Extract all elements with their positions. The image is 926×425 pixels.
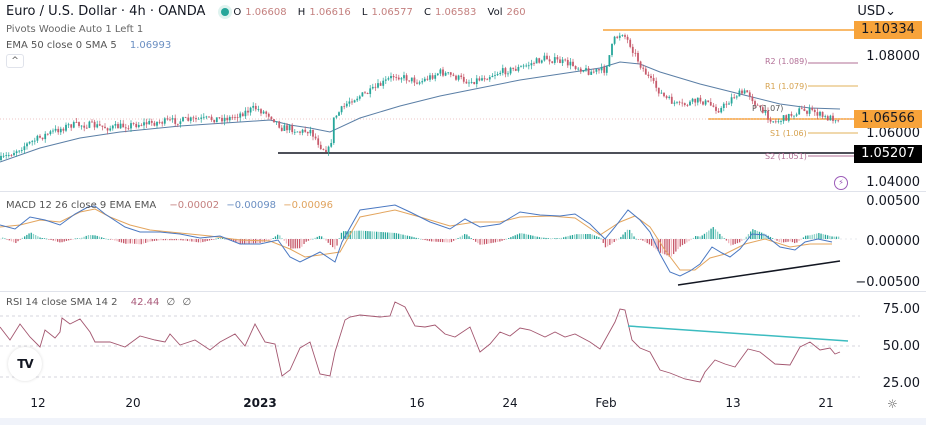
pane-divider[interactable] — [0, 191, 926, 192]
ohlc-l: L 1.06577 — [361, 7, 413, 18]
currency-selector[interactable]: USD⌄ — [857, 4, 896, 19]
rsi-axis-label: 25.00 — [882, 376, 920, 391]
price-axis-label: 1.04000 — [866, 175, 920, 190]
macd-pane[interactable]: MACD 12 26 close 9 EMA EMA −0.00002 −0.0… — [0, 192, 926, 290]
price-legend: Euro / U.S. Dollar · 4h · OANDA O 1.06608 … — [6, 4, 534, 19]
time-axis-label: Feb — [595, 396, 617, 410]
support-level-tag: 1.05207 — [854, 145, 922, 163]
last-price-tag: 1.06566 — [854, 110, 922, 128]
macd-axis-label: 0.00000 — [866, 234, 920, 249]
macd-signal-value: −0.00096 — [283, 200, 333, 211]
macd-axis-label: −0.00500 — [855, 275, 920, 290]
macd-axis-label: 0.00500 — [866, 194, 920, 209]
high-level-tag: 1.10334 — [854, 21, 922, 39]
pivot-r1-label: R1 (1.079) — [765, 82, 808, 91]
ohlc-o: O 1.06608 — [233, 7, 287, 18]
rsi-pane[interactable]: RSI 14 close SMA 14 2 42.44 ∅ ∅ 75.00 50… — [0, 292, 926, 392]
ohlc-h: H 1.06616 — [297, 7, 351, 18]
rsi-chart[interactable] — [0, 292, 926, 392]
tradingview-logo-icon[interactable]: TV — [8, 347, 42, 381]
macd-hist-value: −0.00002 — [169, 200, 220, 211]
volume: Vol 260 — [487, 7, 526, 18]
ema-legend[interactable]: EMA 50 close 0 SMA 5 1.06993 — [6, 40, 172, 51]
macd-line-value: −0.00098 — [226, 200, 277, 211]
rsi-legend[interactable]: RSI 14 close SMA 14 2 42.44 ∅ ∅ — [6, 297, 192, 308]
ohlc-c: C 1.06583 — [424, 7, 477, 18]
chevron-down-icon: ⌄ — [885, 4, 896, 19]
symbol-title[interactable]: Euro / U.S. Dollar · 4h · OANDA — [6, 4, 206, 19]
time-axis-label: 24 — [502, 396, 518, 410]
ema-value: 1.06993 — [129, 40, 172, 51]
time-axis-label: 13 — [725, 396, 741, 410]
price-pane[interactable]: Euro / U.S. Dollar · 4h · OANDA O 1.06608 … — [0, 0, 926, 190]
macd-chart[interactable] — [0, 192, 926, 290]
rsi-value: 42.44 — [130, 297, 160, 308]
collapse-legend-button[interactable]: ^ — [6, 54, 24, 68]
time-axis-label: 16 — [409, 396, 425, 410]
pivots-legend[interactable]: Pivots Woodie Auto 1 Left 1 — [6, 24, 144, 35]
price-axis-label: 1.08000 — [866, 49, 920, 64]
rsi-axis-label: 50.00 — [882, 339, 920, 354]
macd-legend[interactable]: MACD 12 26 close 9 EMA EMA −0.00002 −0.0… — [6, 200, 333, 211]
lightning-alert-icon[interactable]: ⚡ — [834, 176, 848, 190]
time-axis-label: 12 — [30, 396, 46, 410]
market-open-indicator-icon — [221, 7, 230, 16]
pivot-r2-label: R2 (1.089) — [765, 57, 808, 66]
time-axis-label: 20 — [125, 396, 141, 410]
pivot-s1-label: S1 (1.06) — [770, 129, 807, 138]
price-axis-label: 1.06000 — [866, 126, 920, 141]
rsi-axis-label: 75.00 — [882, 302, 920, 317]
pane-divider[interactable] — [0, 291, 926, 292]
bottom-bar — [0, 418, 926, 425]
pivot-p-label: P (1.07) — [752, 104, 784, 113]
time-axis-label: 21 — [818, 396, 834, 410]
time-axis-label: 2023 — [243, 396, 277, 410]
gear-icon[interactable]: ☼ — [887, 397, 898, 411]
price-chart[interactable] — [0, 0, 926, 190]
pivot-s2-label: S2 (1.051) — [765, 152, 807, 161]
